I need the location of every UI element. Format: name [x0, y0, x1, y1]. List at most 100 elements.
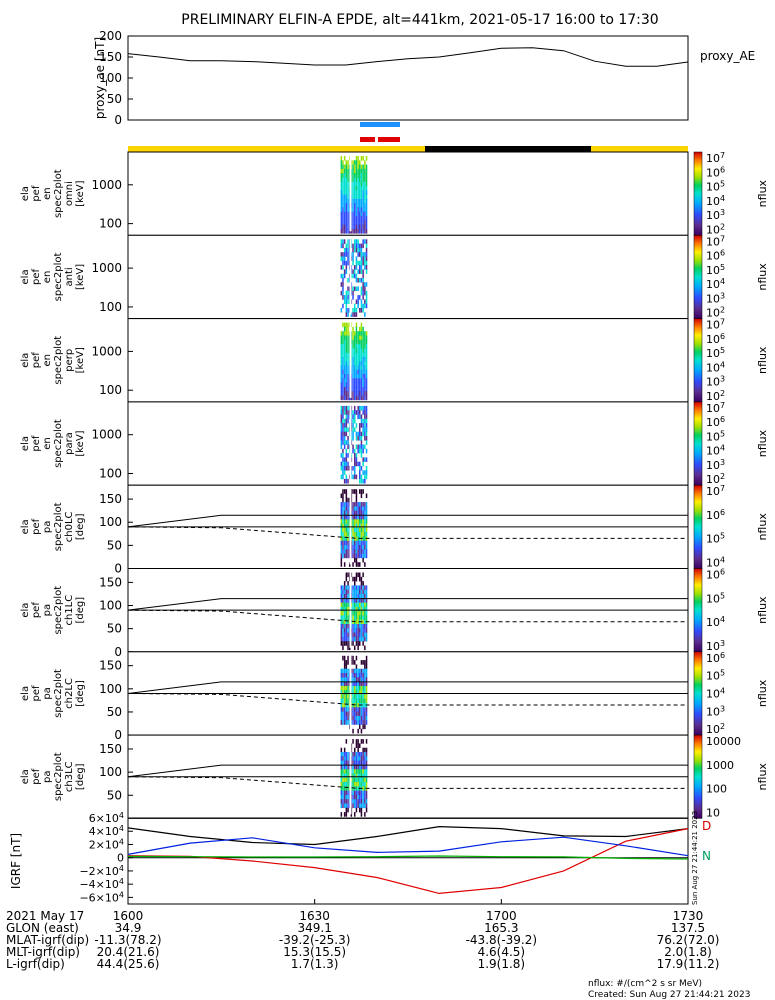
spectrogram-cell — [365, 790, 368, 796]
spectrogram-cell — [347, 247, 349, 253]
spectrogram-cell — [359, 527, 361, 533]
ytick-label: 1000 — [91, 344, 122, 358]
spectrogram-cell — [360, 549, 363, 554]
spectrogram-cell — [362, 173, 364, 178]
spectrogram-cell — [354, 673, 356, 678]
spectrogram-cell — [359, 173, 361, 178]
spectrogram-cell — [352, 589, 354, 595]
spectrogram-cell — [355, 707, 358, 712]
spectrogram-cell — [355, 585, 358, 590]
spectrogram-cell — [364, 260, 366, 266]
spectrogram-cell — [360, 405, 363, 411]
spectrogram-cell — [362, 739, 364, 744]
colorbar — [693, 734, 703, 819]
spectrogram-cell — [360, 502, 363, 507]
spectrogram-cell — [365, 752, 368, 757]
loss-cone-upper — [127, 764, 688, 778]
spectrogram-cell — [364, 207, 366, 213]
spectrogram-cell — [342, 405, 344, 411]
spectrogram-cell — [343, 615, 346, 620]
spectrogram-cell — [362, 536, 364, 541]
spectrogram-cell — [352, 260, 354, 266]
colorbar-tick-label: 103 — [706, 704, 725, 718]
colorbar-tick-label: 10 — [706, 806, 720, 819]
spectrogram-cell — [343, 660, 346, 665]
spectrogram-cell — [343, 260, 346, 266]
spectrogram-cell — [355, 461, 358, 467]
spectrogram-cell — [345, 624, 348, 629]
spectrogram-cell — [342, 703, 344, 708]
colorbar-tick-label: 100 — [706, 783, 727, 796]
spectrogram-cell — [347, 391, 349, 396]
spectrogram-cell — [345, 474, 348, 480]
spectrogram-cell — [345, 203, 348, 208]
spectrogram-cell — [354, 502, 356, 507]
spectrogram-cell — [352, 769, 354, 774]
spectrogram-cell — [359, 510, 361, 516]
spectrogram-cell — [365, 698, 368, 704]
spectrogram-cell — [340, 562, 343, 567]
spectrogram-cell — [365, 440, 368, 445]
spectrogram-cell — [359, 243, 361, 249]
ytick-label: 100 — [99, 515, 122, 529]
spectrogram-cell — [352, 585, 354, 590]
spectrogram-cell — [362, 615, 364, 620]
spectrogram-cell — [360, 506, 363, 511]
spectrogram-cell — [357, 694, 359, 699]
spectrogram-cell — [362, 352, 364, 358]
spectrogram-cell — [342, 290, 344, 296]
spectrogram-cell — [362, 549, 364, 554]
spectrogram-cell — [345, 168, 348, 174]
spectrogram-cell — [357, 585, 359, 590]
spectrogram-cell — [354, 369, 356, 375]
spectrogram-cell — [352, 690, 354, 695]
spectrogram-cell — [355, 698, 358, 704]
spectrogram-cell — [360, 589, 363, 595]
spectrogram-cell — [357, 510, 359, 516]
spectrogram-cell — [345, 352, 348, 358]
spectrogram-cell — [362, 523, 364, 529]
spectrogram-cell — [347, 348, 349, 353]
spectrogram-cell — [357, 611, 359, 616]
spectrogram-cell — [360, 489, 363, 494]
spectrogram-cell — [340, 290, 343, 296]
spectrogram-cell — [352, 641, 354, 646]
spectrogram-cell — [364, 382, 366, 388]
spectrogram-cell — [340, 194, 343, 200]
spectrogram-cell — [362, 290, 364, 296]
spectrogram-cell — [360, 382, 363, 388]
spectrogram-cell — [364, 312, 366, 317]
spectrogram-cell — [342, 553, 344, 559]
spectrogram-cell — [359, 229, 361, 234]
spectrogram-cell — [352, 502, 354, 507]
spectrogram-cell — [360, 352, 363, 358]
spectrogram-cell — [360, 794, 363, 800]
spectrogram-cell — [355, 423, 358, 428]
colorbar-tick-label: 104 — [706, 194, 725, 208]
spectrogram-cell — [352, 602, 354, 608]
spectrogram-cell — [340, 431, 343, 437]
spectrogram-cell — [352, 308, 354, 313]
spectrogram-cell — [360, 694, 363, 699]
spectrogram-cell — [340, 156, 343, 161]
spectrogram-cell — [360, 344, 363, 349]
spectrogram-cell — [347, 444, 349, 450]
spectrogram-cell — [357, 173, 359, 178]
spectrogram-cell — [359, 198, 361, 204]
spectrogram-cell — [352, 243, 354, 249]
spectrogram-cell — [352, 794, 354, 800]
spectrogram-cell — [360, 260, 363, 266]
spectrogram-cell — [342, 461, 344, 467]
spectrogram-cell — [365, 636, 368, 642]
spectrogram-cell — [347, 331, 349, 336]
spectrogram-cell — [364, 553, 366, 559]
spectrogram-cell — [343, 602, 346, 608]
spectrogram-cell — [357, 352, 359, 358]
spectrogram-cell — [360, 602, 363, 608]
spectrogram-cell — [340, 615, 343, 620]
spectrogram-cell — [347, 769, 349, 774]
spectrogram-cell — [347, 632, 349, 638]
spectrogram-cell — [345, 448, 348, 454]
spectrogram-cell — [355, 532, 358, 537]
spectrogram-cell — [355, 229, 358, 234]
